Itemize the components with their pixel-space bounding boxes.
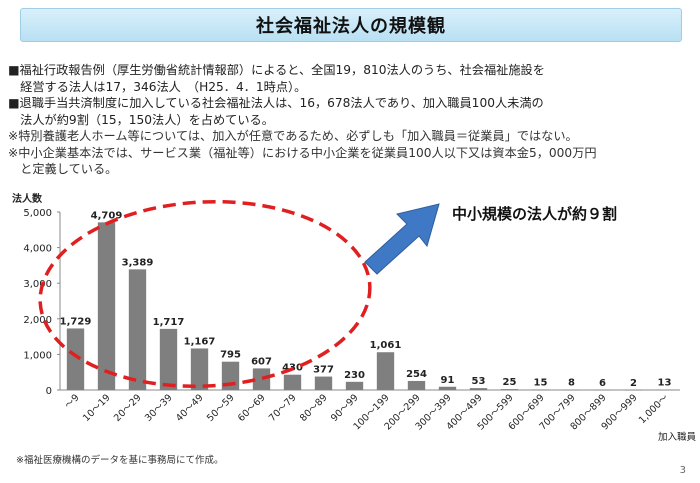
- x-tick-label: 30～39: [143, 392, 175, 424]
- y-tick-label: 5,000: [23, 208, 52, 219]
- bar: [66, 328, 85, 390]
- y-axis-label: 法人数: [12, 192, 43, 205]
- y-tick-label: 1,000: [23, 350, 52, 361]
- bar: [97, 222, 116, 390]
- bar: [407, 380, 426, 390]
- x-tick-label: 60～69: [236, 392, 268, 424]
- bar-value-label: 4,709: [91, 210, 123, 221]
- title-bar: 社会福祉法人の規模観: [20, 8, 682, 42]
- bar-value-label: 6: [599, 378, 606, 389]
- bar-value-label: 8: [568, 378, 575, 389]
- x-tick-label: 1,000～: [637, 392, 671, 426]
- bar: [469, 388, 488, 390]
- note-line: と定義している。: [8, 162, 118, 176]
- x-tick-label: 40～49: [174, 392, 206, 424]
- y-tick-label: 0: [46, 386, 52, 397]
- bar: [190, 348, 209, 390]
- bar: [593, 389, 612, 391]
- note-line: 経営する法人は17，346法人 （H25．4．1時点）。: [8, 79, 307, 94]
- bar: [252, 368, 271, 390]
- bar: [500, 389, 519, 390]
- bar-value-label: 13: [658, 378, 672, 389]
- x-tick-label: ～9: [63, 392, 82, 411]
- bar: [283, 374, 302, 390]
- bar: [531, 389, 550, 391]
- bar-chart: 法人数 0 1,000 2,000 3,000 4,000 5,000 1,729 ～9 4,70…: [0, 190, 700, 460]
- bar-value-label: 2: [630, 378, 637, 389]
- callout-text: 中小規模の法人が約９割: [452, 205, 618, 223]
- bar: [159, 328, 178, 390]
- y-tick-label: 3,000: [23, 279, 52, 290]
- bar: [314, 376, 333, 390]
- x-tick-label: 70～79: [267, 392, 299, 424]
- bar: [128, 269, 147, 390]
- bar-value-label: 254: [406, 369, 427, 380]
- notes-block: ■福祉行政報告例（厚生労働省統計情報部）によると、全国19，810法人のうち、社…: [8, 62, 692, 178]
- x-tick-label: 50～59: [205, 392, 237, 424]
- page-title: 社会福祉法人の規模観: [256, 16, 446, 37]
- bar-value-label: 377: [313, 365, 334, 376]
- note-line: 法人が約9割（15，150法人）を占めている。: [8, 112, 274, 127]
- bar-value-label: 25: [503, 377, 517, 388]
- x-axis-label: 加入職員: [658, 432, 697, 443]
- x-tick-label: 20～29: [112, 392, 144, 424]
- footnote: ※福祉医療機構のデータを基に事務局にて作成。: [16, 455, 224, 466]
- bar-value-label: 1,729: [60, 316, 92, 327]
- bar-value-label: 1,717: [153, 317, 185, 328]
- bar-value-label: 607: [251, 356, 272, 367]
- bar-value-label: 795: [220, 350, 241, 361]
- bar: [438, 386, 457, 390]
- chart-svg: 法人数 0 1,000 2,000 3,000 4,000 5,000 1,729 ～9 4,70…: [12, 192, 697, 443]
- bar: [655, 389, 674, 391]
- highlight-ellipse: [38, 199, 372, 389]
- bar-value-label: 3,389: [122, 257, 154, 268]
- arrow-icon: [364, 203, 440, 275]
- note-line: ■福祉行政報告例（厚生労働省統計情報部）によると、全国19，810法人のうち、社…: [8, 63, 545, 77]
- bar-value-label: 1,061: [370, 340, 402, 351]
- bar: [345, 381, 364, 390]
- bar-value-label: 91: [441, 375, 455, 386]
- y-tick-label: 4,000: [23, 244, 52, 255]
- bar: [376, 352, 395, 390]
- page-number: 3: [679, 465, 686, 476]
- x-tick-label: 80～89: [298, 392, 330, 424]
- bar-value-label: 1,167: [184, 336, 216, 347]
- note-line: ※中小企業基本法では、サービス業（福祉等）における中小企業を従業員100人以下又…: [8, 145, 597, 160]
- note-line: ※特別養護老人ホーム等については、加入が任意であるため、必ずしも「加入職員＝従業…: [8, 129, 578, 143]
- bar-value-label: 53: [472, 376, 486, 387]
- y-tick-label: 2,000: [23, 315, 52, 326]
- note-line: ■退職手当共済制度に加入している社会福祉法人は、16，678法人であり、加入職員…: [8, 96, 544, 110]
- bar: [562, 389, 581, 391]
- bar-value-label: 230: [344, 370, 365, 381]
- bar-value-label: 15: [534, 377, 548, 388]
- bar: [624, 389, 643, 391]
- x-tick-label: 10～19: [81, 392, 113, 424]
